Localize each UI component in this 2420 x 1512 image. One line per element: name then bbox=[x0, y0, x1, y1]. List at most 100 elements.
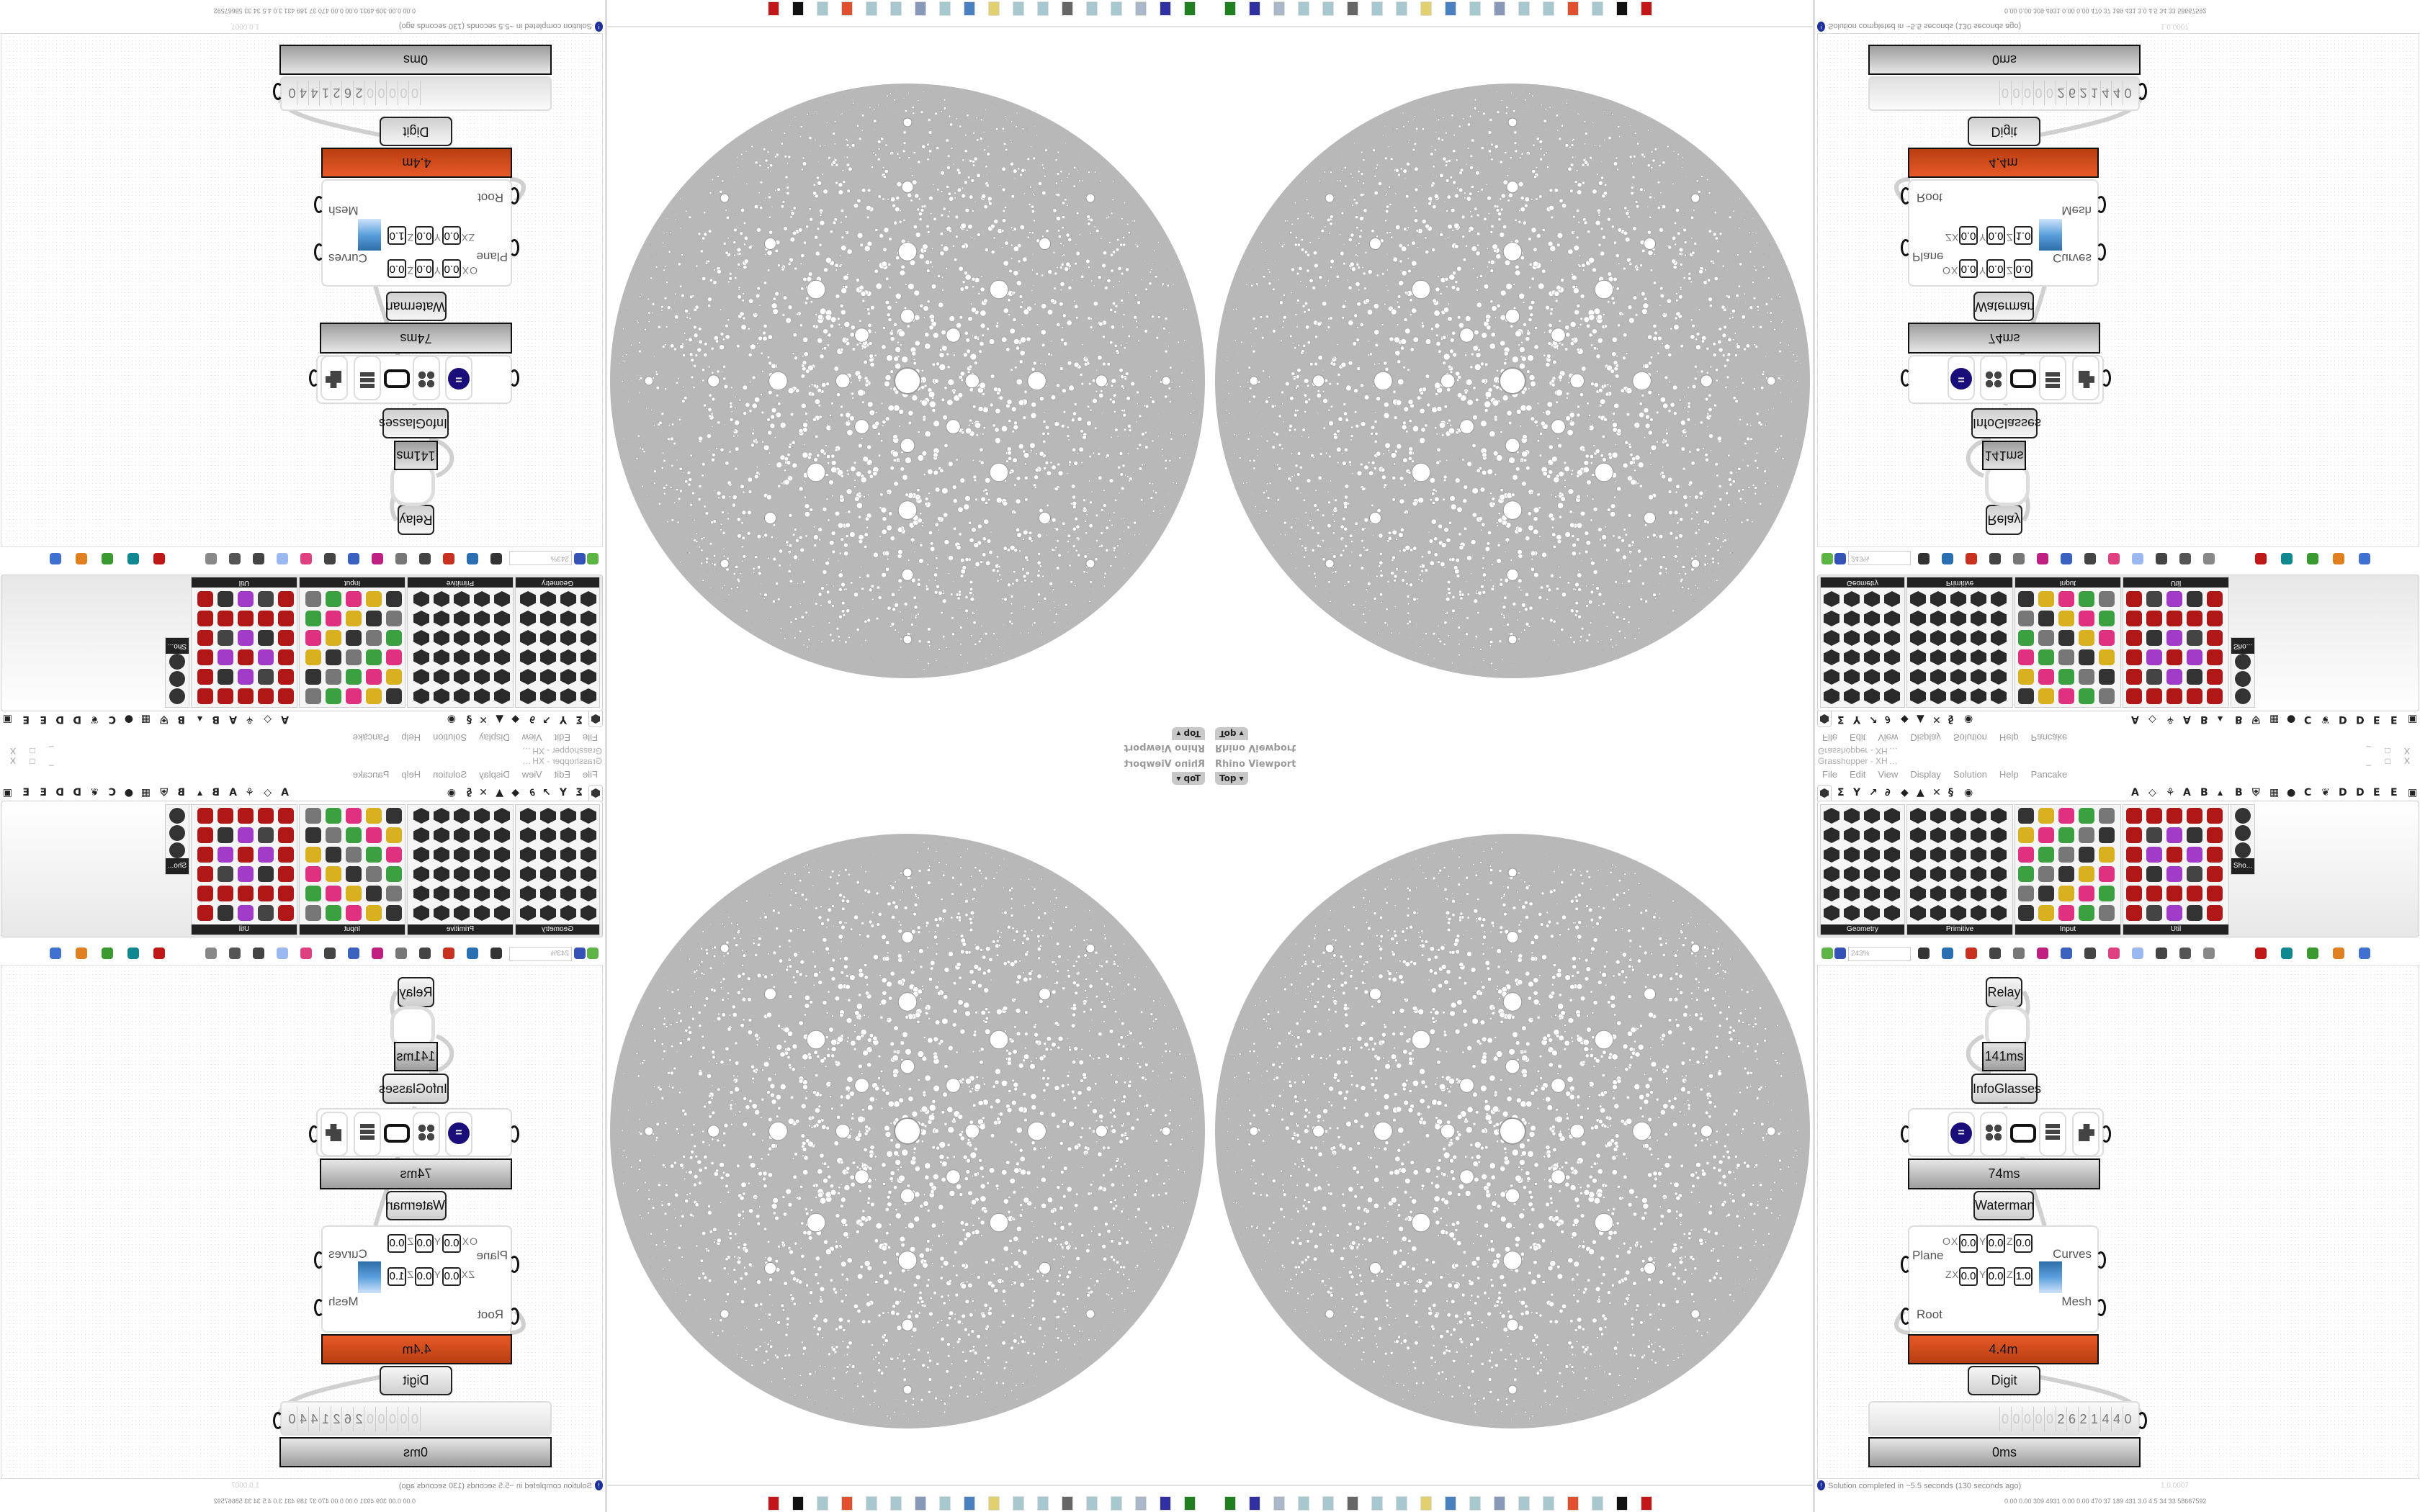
taskbar-app-icon[interactable] bbox=[1641, 1496, 1652, 1511]
waterman-component[interactable]: Plane Root Curves Mesh O X 0.0 Y 0.0 Z 0… bbox=[1901, 1225, 2106, 1333]
component-icon[interactable] bbox=[2166, 866, 2182, 882]
component-icon[interactable] bbox=[2018, 886, 2034, 901]
tab-item[interactable]: Y bbox=[1853, 787, 1861, 798]
component-icon[interactable] bbox=[2038, 847, 2054, 863]
scroller-digit[interactable]: 2 bbox=[2055, 1407, 2066, 1431]
component-icon[interactable] bbox=[2079, 866, 2094, 882]
component-icon[interactable] bbox=[1910, 905, 1926, 921]
component-icon[interactable] bbox=[1930, 905, 1946, 921]
grasshopper-canvas[interactable]: Relay 141ms InfoGlasses = 74ms Waterman bbox=[1817, 965, 2419, 1479]
digit-scroller-label[interactable]: Digit Scroller bbox=[1968, 1366, 2040, 1414]
component-icon[interactable] bbox=[2166, 808, 2182, 824]
component-icon[interactable] bbox=[2187, 905, 2202, 921]
origin-z-field[interactable]: 0.0 bbox=[2014, 1234, 2033, 1253]
panel-label[interactable]: Primitive bbox=[1907, 924, 2012, 935]
scroller-output-grip[interactable] bbox=[2137, 1412, 2147, 1429]
tab-item[interactable]: E bbox=[2390, 787, 2398, 798]
component-icon[interactable] bbox=[2146, 847, 2162, 863]
component-icon[interactable] bbox=[2099, 808, 2115, 824]
component-icon[interactable] bbox=[1824, 808, 1839, 824]
component-icon[interactable] bbox=[1930, 827, 1946, 843]
menu-help[interactable]: Help bbox=[1999, 769, 2019, 780]
curves-output-grip[interactable] bbox=[2096, 1251, 2106, 1269]
component-icon[interactable] bbox=[2166, 886, 2182, 901]
tab-item[interactable]: A bbox=[2183, 787, 2191, 798]
taskbar-app-icon[interactable] bbox=[1224, 1496, 1236, 1511]
toolbar-icon[interactable] bbox=[2132, 948, 2143, 959]
toolbar-icon[interactable] bbox=[2013, 948, 2025, 959]
tab-item[interactable]: ▲ bbox=[1917, 787, 1924, 798]
component-icon[interactable] bbox=[2126, 905, 2142, 921]
component-icon[interactable] bbox=[2126, 866, 2142, 882]
component-icon[interactable] bbox=[2146, 866, 2162, 882]
component-icon[interactable] bbox=[1991, 886, 2007, 901]
component-icon[interactable] bbox=[2207, 808, 2223, 824]
tab-item[interactable]: ◉ bbox=[1964, 787, 1973, 798]
toolbar-icon[interactable] bbox=[2307, 948, 2318, 959]
component-icon[interactable] bbox=[1971, 905, 1986, 921]
scroller-digit[interactable]: 0 bbox=[2010, 1407, 2022, 1431]
component-icon[interactable] bbox=[2038, 905, 2054, 921]
component-icon[interactable] bbox=[1824, 847, 1839, 863]
menu-file[interactable]: File bbox=[1822, 769, 1837, 780]
component-icon[interactable] bbox=[1884, 808, 1900, 824]
taskbar-app-icon[interactable] bbox=[1322, 1496, 1334, 1511]
component-icon[interactable] bbox=[2099, 827, 2115, 843]
zaxis-x-field[interactable]: 0.0 bbox=[1959, 1267, 1978, 1286]
toolbar-icon[interactable] bbox=[2179, 948, 2191, 959]
scroller-digit[interactable]: 0 bbox=[2122, 1407, 2133, 1431]
component-icon[interactable] bbox=[1971, 886, 1986, 901]
component-icon[interactable] bbox=[2038, 827, 2054, 843]
component-icon[interactable] bbox=[1824, 866, 1839, 882]
component-icon[interactable] bbox=[2207, 866, 2223, 882]
menu-edit[interactable]: Edit bbox=[1849, 769, 1866, 780]
input-grip[interactable] bbox=[1901, 1125, 1911, 1143]
origin-y-field[interactable]: 0.0 bbox=[1986, 1234, 2005, 1253]
component-icon[interactable] bbox=[2126, 808, 2142, 824]
component-icon[interactable] bbox=[2166, 905, 2182, 921]
icon-display-component[interactable]: = bbox=[1901, 1108, 2111, 1157]
component-icon[interactable] bbox=[2079, 905, 2094, 921]
taskbar-app-icon[interactable] bbox=[1469, 1496, 1481, 1511]
infoglasses-component[interactable]: InfoGlasses bbox=[1971, 1074, 2041, 1104]
component-icon[interactable] bbox=[1824, 886, 1839, 901]
component-icon[interactable] bbox=[2235, 825, 2251, 841]
component-icon[interactable] bbox=[1884, 827, 1900, 843]
component-icon[interactable] bbox=[2099, 886, 2115, 901]
component-icon[interactable] bbox=[1864, 847, 1880, 863]
scroller-digit[interactable]: 6 bbox=[2066, 1407, 2077, 1431]
taskbar-app-icon[interactable] bbox=[1249, 1496, 1260, 1511]
scroller-digit[interactable]: 4 bbox=[2099, 1407, 2111, 1431]
component-icon[interactable] bbox=[1824, 905, 1839, 921]
component-icon[interactable] bbox=[2079, 847, 2094, 863]
component-icon[interactable] bbox=[2126, 886, 2142, 901]
component-icon[interactable] bbox=[2166, 847, 2182, 863]
component-icon[interactable] bbox=[1950, 808, 1966, 824]
toolbar-icon[interactable] bbox=[2037, 948, 2048, 959]
component-icon[interactable] bbox=[2058, 886, 2074, 901]
taskbar-app-icon[interactable] bbox=[1494, 1496, 1505, 1511]
component-icon[interactable] bbox=[1930, 886, 1946, 901]
tab-item[interactable]: D bbox=[2339, 787, 2347, 798]
component-icon[interactable] bbox=[2058, 808, 2074, 824]
tab-item[interactable]: ↗ bbox=[1869, 787, 1878, 798]
component-icon[interactable] bbox=[2187, 886, 2202, 901]
new-file-icon[interactable] bbox=[1821, 948, 1833, 959]
taskbar-app-icon[interactable] bbox=[1420, 1496, 1432, 1511]
tab-item[interactable]: ◆ bbox=[1901, 787, 1909, 798]
taskbar-app-icon[interactable] bbox=[1396, 1496, 1407, 1511]
component-icon[interactable] bbox=[1910, 827, 1926, 843]
toolbar-icon[interactable] bbox=[1942, 948, 1953, 959]
component-icon[interactable] bbox=[1824, 827, 1839, 843]
component-icon[interactable] bbox=[1930, 866, 1946, 882]
scroller-digit[interactable]: 0 bbox=[1999, 1407, 2010, 1431]
component-icon[interactable] bbox=[1884, 866, 1900, 882]
toolbar-icon[interactable] bbox=[2359, 948, 2370, 959]
component-icon[interactable] bbox=[2058, 827, 2074, 843]
output-grip[interactable] bbox=[2101, 1125, 2111, 1143]
component-icon[interactable] bbox=[2038, 866, 2054, 882]
scroller-digit[interactable]: 0 bbox=[2033, 1407, 2044, 1431]
component-icon[interactable] bbox=[1910, 886, 1926, 901]
component-icon[interactable] bbox=[1950, 866, 1966, 882]
